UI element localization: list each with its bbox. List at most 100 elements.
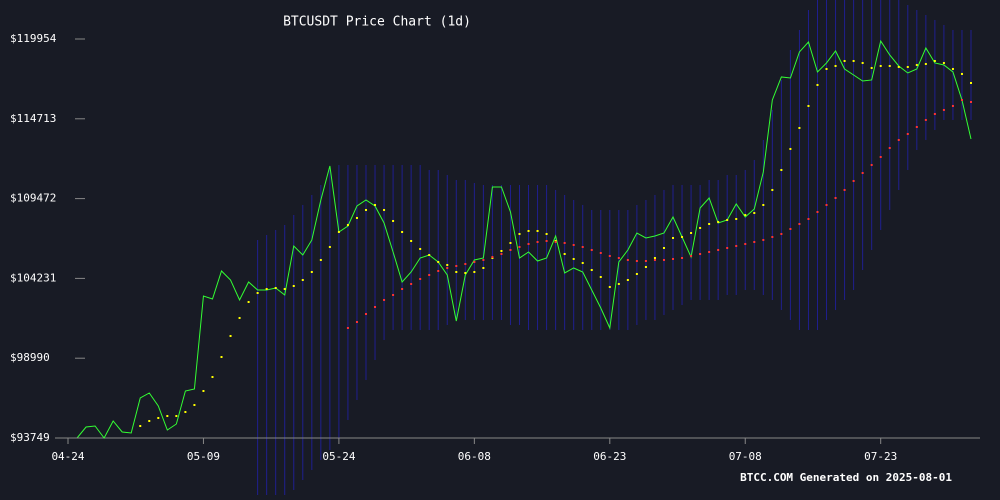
ma-dot <box>708 222 711 225</box>
ma-dot <box>789 147 792 150</box>
ma-dot <box>464 271 467 274</box>
ma-dot <box>509 248 512 251</box>
ma-dot <box>446 266 449 269</box>
ma-dot <box>960 72 963 75</box>
ma-dot <box>744 213 747 216</box>
ma-dot <box>897 65 900 68</box>
ma-dot <box>726 218 729 221</box>
ma-dot <box>581 245 584 248</box>
ma-dot <box>428 273 431 276</box>
ma-dot <box>563 252 566 255</box>
ma-dot <box>383 298 386 301</box>
ma-dot <box>726 246 729 249</box>
ma-dot <box>771 235 774 238</box>
ma-dot <box>861 171 864 174</box>
ma-dot <box>211 376 214 379</box>
ma-dot <box>843 59 846 62</box>
ma-dot <box>428 253 431 256</box>
ma-dot <box>915 125 918 128</box>
ma-dot <box>762 238 765 241</box>
ma-dot <box>771 188 774 191</box>
ma-dot <box>563 241 566 244</box>
ma-dot <box>798 222 801 225</box>
ma-dot <box>437 269 440 272</box>
ma-dot <box>581 261 584 264</box>
ma-dot <box>970 81 972 84</box>
ma-dot <box>482 258 485 261</box>
ma-dot <box>960 98 963 101</box>
ma-dot <box>807 217 810 220</box>
ma-dot <box>816 210 819 213</box>
ma-dot <box>500 252 503 255</box>
ma-dot <box>139 425 142 428</box>
ma-dot <box>970 100 972 103</box>
ma-dot <box>554 239 557 242</box>
ma-dot <box>924 62 927 65</box>
ma-dot <box>446 263 449 266</box>
ma-dot <box>464 262 467 265</box>
footer-text: BTCC.COM Generated on 2025-08-01 <box>740 471 952 484</box>
ma-dot <box>518 232 521 235</box>
ma-dot <box>455 264 458 267</box>
ma-dot <box>590 268 593 271</box>
ma-dot <box>590 248 593 251</box>
ma-dot <box>753 240 756 243</box>
ma-dot <box>807 104 810 107</box>
ma-dot <box>617 256 620 259</box>
ma-dot <box>924 118 927 121</box>
ma-dot <box>951 104 954 107</box>
ma-dot <box>672 257 675 260</box>
y-tick-label: $98990 <box>10 351 50 364</box>
ma-dot <box>527 242 530 245</box>
ma-dot <box>437 260 440 263</box>
ma-dot <box>879 155 882 158</box>
ma-dot <box>834 64 837 67</box>
ma-dot <box>247 301 250 304</box>
ma-dot <box>816 83 819 86</box>
x-tick-label: 07-23 <box>864 450 897 463</box>
ma-dot <box>662 258 665 261</box>
ma-dot <box>906 132 909 135</box>
ma-dot <box>392 293 395 296</box>
ma-dot <box>419 277 422 280</box>
price-line <box>76 39 972 439</box>
ma-dot <box>780 232 783 235</box>
ma-dot <box>617 282 620 285</box>
ma-dot <box>482 266 485 269</box>
ma-dot <box>644 259 647 262</box>
ma-dot <box>897 138 900 141</box>
ma-dot <box>536 240 539 243</box>
ma-dot <box>455 270 458 273</box>
ma-dot <box>699 226 702 229</box>
ma-dot <box>933 112 936 115</box>
ma-dot <box>229 335 232 338</box>
y-tick-label: $109472 <box>10 192 56 205</box>
ma-dot <box>626 278 629 281</box>
x-tick-label: 05-09 <box>187 450 220 463</box>
ma-dot <box>608 254 611 257</box>
ma-dot <box>337 230 340 233</box>
ma-dot <box>852 179 855 182</box>
ma-dot <box>879 64 882 67</box>
ma-dot <box>825 203 828 206</box>
ma-dot <box>644 265 647 268</box>
ma-dot <box>681 256 684 259</box>
ma-dot <box>518 245 521 248</box>
ma-dot <box>735 244 738 247</box>
ma-dot <box>184 410 187 413</box>
ma-dot <box>690 254 693 257</box>
x-tick-label: 06-08 <box>458 450 491 463</box>
ma-dot <box>744 242 747 245</box>
ma-dot <box>635 272 638 275</box>
ma-dot <box>328 245 331 248</box>
ma-dot <box>355 216 358 219</box>
ma-dot <box>374 305 377 308</box>
ma-dot <box>906 65 909 68</box>
ma-dot <box>374 203 377 206</box>
ma-dot <box>888 64 891 67</box>
y-tick-label: $104231 <box>10 271 56 284</box>
ma-dot <box>626 258 629 261</box>
ma-dot <box>310 270 313 273</box>
chart-title: BTCUSDT Price Chart (1d) <box>283 15 471 30</box>
